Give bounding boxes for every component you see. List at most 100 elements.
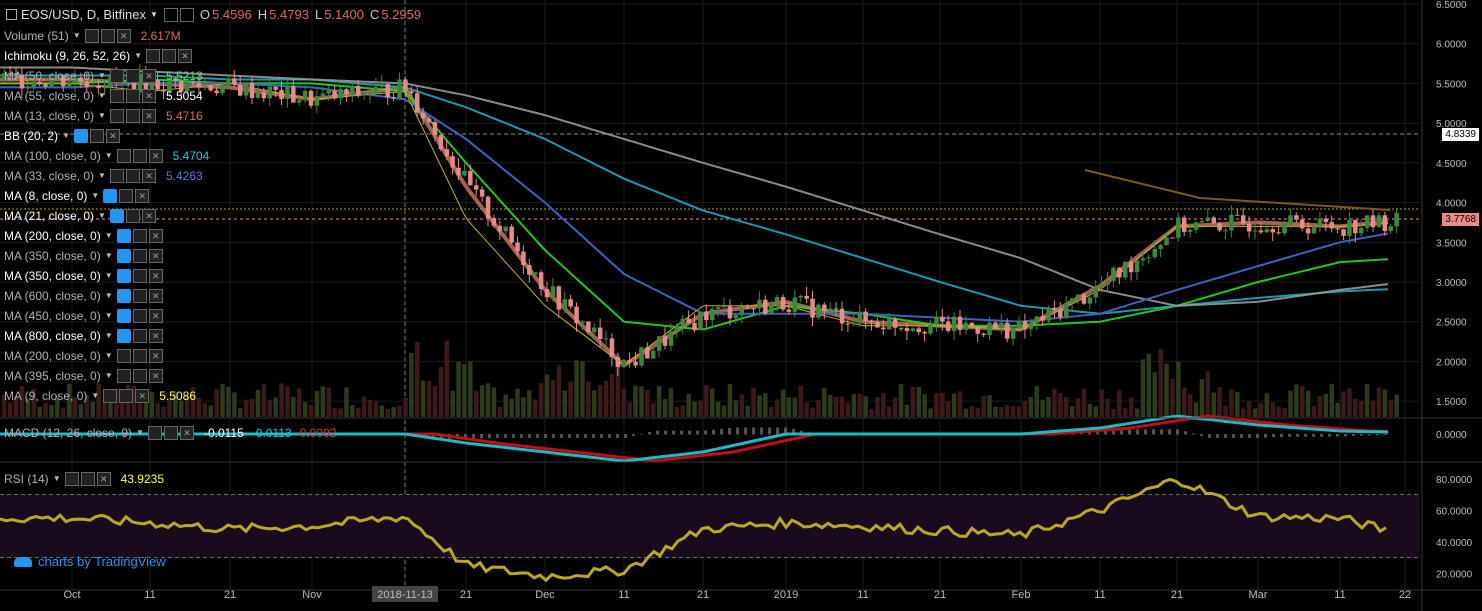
indicator-row[interactable]: MA (13, close, 0) ▼ ✕ 5.4716 bbox=[4, 107, 203, 125]
chevron-down-icon[interactable]: ▼ bbox=[104, 371, 113, 380]
indicator-label[interactable]: MA (395, close, 0) bbox=[4, 369, 101, 383]
close-icon[interactable]: ✕ bbox=[148, 349, 163, 363]
close-icon[interactable]: ✕ bbox=[141, 209, 156, 223]
settings-icon[interactable] bbox=[80, 472, 95, 486]
settings-icon[interactable] bbox=[119, 189, 134, 203]
chevron-down-icon[interactable]: ▼ bbox=[134, 51, 142, 60]
settings-icon[interactable] bbox=[100, 29, 115, 43]
indicator-label[interactable]: MA (33, close, 0) bbox=[4, 169, 95, 183]
tradingview-logo[interactable]: charts by TradingView bbox=[14, 554, 166, 569]
settings-icon[interactable] bbox=[119, 389, 134, 403]
indicator-row[interactable]: Volume (51) ▼ ✕ 2.617M bbox=[4, 27, 181, 45]
chevron-down-icon[interactable]: ▼ bbox=[52, 474, 61, 483]
chevron-down-icon[interactable]: ▼ bbox=[98, 171, 106, 180]
settings-icon[interactable] bbox=[132, 269, 147, 283]
indicator-row[interactable]: MA (200, close, 0) ▼ ✕ bbox=[4, 347, 165, 365]
chevron-down-icon[interactable]: ▼ bbox=[91, 391, 100, 400]
indicator-row[interactable]: MA (9, close, 0) ▼ ✕ 5.5086 bbox=[4, 387, 196, 405]
indicator-label[interactable]: MA (100, close, 0) bbox=[4, 149, 101, 163]
indicator-row[interactable]: Ichimoku (9, 26, 52, 26) ▼ ✕ bbox=[4, 47, 194, 65]
indicator-row[interactable]: MA (800, close, 0) ▼ ✕ bbox=[4, 327, 165, 345]
indicator-row[interactable]: MA (33, close, 0) ▼ ✕ 5.4263 bbox=[4, 167, 203, 185]
indicator-label[interactable]: Ichimoku (9, 26, 52, 26) bbox=[4, 49, 131, 63]
indicator-label[interactable]: Volume (51) bbox=[4, 29, 69, 43]
indicator-label[interactable]: MA (350, close, 0) bbox=[4, 269, 101, 283]
indicator-row[interactable]: MA (395, close, 0) ▼ ✕ bbox=[4, 367, 165, 385]
chevron-down-icon[interactable]: ▼ bbox=[98, 91, 106, 100]
chevron-down-icon[interactable]: ▼ bbox=[104, 311, 113, 320]
close-icon[interactable]: ✕ bbox=[96, 472, 111, 486]
close-icon[interactable]: ✕ bbox=[141, 109, 156, 123]
settings-icon[interactable] bbox=[132, 229, 147, 243]
chevron-down-icon[interactable]: ▼ bbox=[104, 271, 113, 280]
indicator-row[interactable]: MA (21, close, 0) ▼ ✕ bbox=[4, 207, 158, 225]
indicator-label[interactable]: MA (350, close, 0) bbox=[4, 249, 101, 263]
indicator-label[interactable]: MA (8, close, 0) bbox=[4, 189, 88, 203]
settings-icon[interactable] bbox=[132, 249, 147, 263]
close-icon[interactable]: ✕ bbox=[148, 369, 163, 383]
indicator-row[interactable]: MA (350, close, 0) ▼ ✕ bbox=[4, 247, 165, 265]
chart-square-icon[interactable] bbox=[6, 9, 17, 20]
rsi-label[interactable]: RSI (14) bbox=[4, 472, 49, 486]
indicator-row[interactable]: MA (100, close, 0) ▼ ✕ 5.4704 bbox=[4, 147, 209, 165]
chevron-down-icon[interactable]: ▼ bbox=[104, 251, 113, 260]
close-icon[interactable]: ✕ bbox=[105, 129, 120, 143]
close-icon[interactable]: ✕ bbox=[148, 249, 163, 263]
indicator-label[interactable]: BB (20, 2) bbox=[4, 129, 59, 143]
close-icon[interactable]: ✕ bbox=[148, 229, 163, 243]
close-icon[interactable]: ✕ bbox=[116, 29, 131, 43]
eye-icon[interactable] bbox=[147, 426, 162, 440]
eye-icon[interactable] bbox=[116, 269, 131, 283]
eye-icon[interactable] bbox=[146, 49, 160, 63]
eye-icon[interactable] bbox=[109, 89, 124, 103]
chevron-down-icon[interactable]: ▼ bbox=[104, 351, 113, 360]
indicator-row[interactable]: MA (600, close, 0) ▼ ✕ bbox=[4, 287, 165, 305]
close-icon[interactable]: ✕ bbox=[135, 189, 150, 203]
chevron-down-icon[interactable]: ▼ bbox=[149, 10, 158, 19]
indicator-label[interactable]: MA (800, close, 0) bbox=[4, 329, 101, 343]
indicator-label[interactable]: MA (55, close, 0) bbox=[4, 89, 95, 103]
close-icon[interactable]: ✕ bbox=[148, 309, 163, 323]
close-icon[interactable]: ✕ bbox=[135, 389, 150, 403]
close-icon[interactable]: ✕ bbox=[148, 329, 163, 343]
eye-icon[interactable] bbox=[84, 29, 99, 43]
settings-icon[interactable] bbox=[132, 349, 147, 363]
indicator-label[interactable]: MA (450, close, 0) bbox=[4, 309, 101, 323]
chevron-down-icon[interactable]: ▼ bbox=[72, 31, 81, 40]
chevron-down-icon[interactable]: ▼ bbox=[104, 331, 113, 340]
indicator-label[interactable]: MA (13, close, 0) bbox=[4, 109, 95, 123]
settings-icon[interactable] bbox=[89, 129, 104, 143]
indicator-label[interactable]: MA (9, close, 0) bbox=[4, 389, 88, 403]
settings-icon[interactable] bbox=[163, 7, 178, 22]
macd-legend[interactable]: MACD (12, 26, close, 9) ▼ ✕ -0.0115 -0.0… bbox=[4, 424, 336, 442]
eye-icon[interactable] bbox=[64, 472, 79, 486]
eye-icon[interactable] bbox=[116, 249, 131, 263]
chevron-down-icon[interactable]: ▼ bbox=[98, 211, 106, 220]
chevron-down-icon[interactable]: ▼ bbox=[62, 131, 70, 140]
rsi-legend[interactable]: RSI (14) ▼ ✕ 43.9235 bbox=[4, 470, 164, 488]
eye-icon[interactable] bbox=[103, 389, 118, 403]
settings-icon[interactable] bbox=[125, 89, 140, 103]
close-icon[interactable]: ✕ bbox=[141, 69, 156, 83]
eye-icon[interactable] bbox=[116, 369, 131, 383]
settings-icon[interactable] bbox=[163, 426, 178, 440]
eye-icon[interactable] bbox=[116, 229, 131, 243]
chevron-down-icon[interactable]: ▼ bbox=[91, 191, 100, 200]
indicator-row[interactable]: MA (55, close, 0) ▼ ✕ 5.5054 bbox=[4, 87, 203, 105]
macd-label[interactable]: MACD (12, 26, close, 9) bbox=[4, 426, 133, 440]
settings-icon[interactable] bbox=[132, 369, 147, 383]
close-icon[interactable]: ✕ bbox=[179, 426, 194, 440]
settings-icon[interactable] bbox=[125, 69, 140, 83]
eye-icon[interactable] bbox=[109, 69, 124, 83]
close-icon[interactable]: ✕ bbox=[148, 289, 163, 303]
indicator-label[interactable]: MA (200, close, 0) bbox=[4, 229, 101, 243]
chevron-down-icon[interactable]: ▼ bbox=[98, 111, 106, 120]
indicator-row[interactable]: MA (350, close, 0) ▼ ✕ bbox=[4, 267, 165, 285]
indicator-row[interactable]: MA (200, close, 0) ▼ ✕ bbox=[4, 227, 165, 245]
eye-icon[interactable] bbox=[116, 349, 131, 363]
close-icon[interactable]: ✕ bbox=[178, 49, 192, 63]
eye-icon[interactable] bbox=[109, 109, 124, 123]
settings-icon[interactable] bbox=[125, 209, 140, 223]
close-icon[interactable]: ✕ bbox=[148, 149, 163, 163]
close-icon[interactable]: ✕ bbox=[141, 169, 156, 183]
